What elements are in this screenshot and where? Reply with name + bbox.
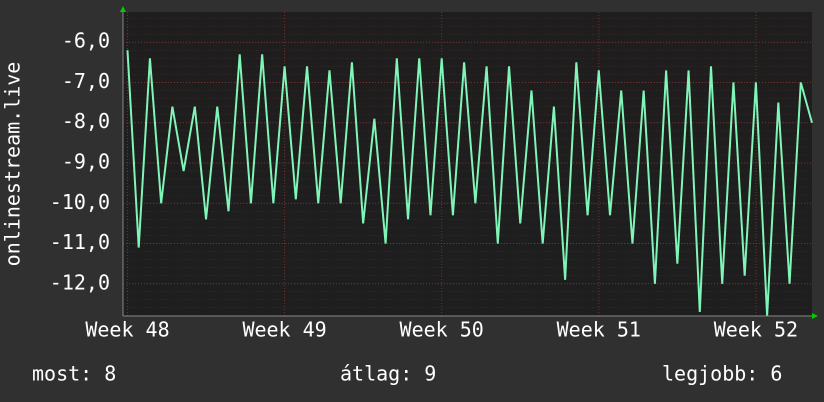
footer-current: most: 8 (32, 362, 116, 386)
x-arrow (812, 313, 818, 319)
x-tick-label: Week 50 (400, 318, 484, 342)
minor-grid (123, 12, 812, 316)
x-tick-label: Week 49 (242, 318, 326, 342)
y-tick-label: -10,0 (50, 190, 110, 214)
plot: -6,0 -7,0 -8,0 -9,0 -10,0 -11,0 -12,0 Week 48 We… (50, 12, 813, 342)
y-tick-label: -7,0 (62, 69, 110, 93)
footer-best: legjobb: 6 (662, 362, 782, 386)
x-tick-label: Week 52 (714, 318, 798, 342)
y-arrow (120, 6, 126, 12)
y-tick-label: -11,0 (50, 230, 110, 254)
x-tick-label: Week 51 (557, 318, 641, 342)
y-tick-label: -6,0 (62, 29, 110, 53)
y-tick-label: -12,0 (50, 270, 110, 294)
x-tick-label: Week 48 (85, 318, 169, 342)
y-axis-label: onlinestream.live (1, 62, 25, 267)
series-line (126, 50, 813, 317)
y-tick-label: -8,0 (62, 109, 110, 133)
y-tick-label: -9,0 (62, 149, 110, 173)
footer-average: átlag: 9 (340, 362, 436, 386)
